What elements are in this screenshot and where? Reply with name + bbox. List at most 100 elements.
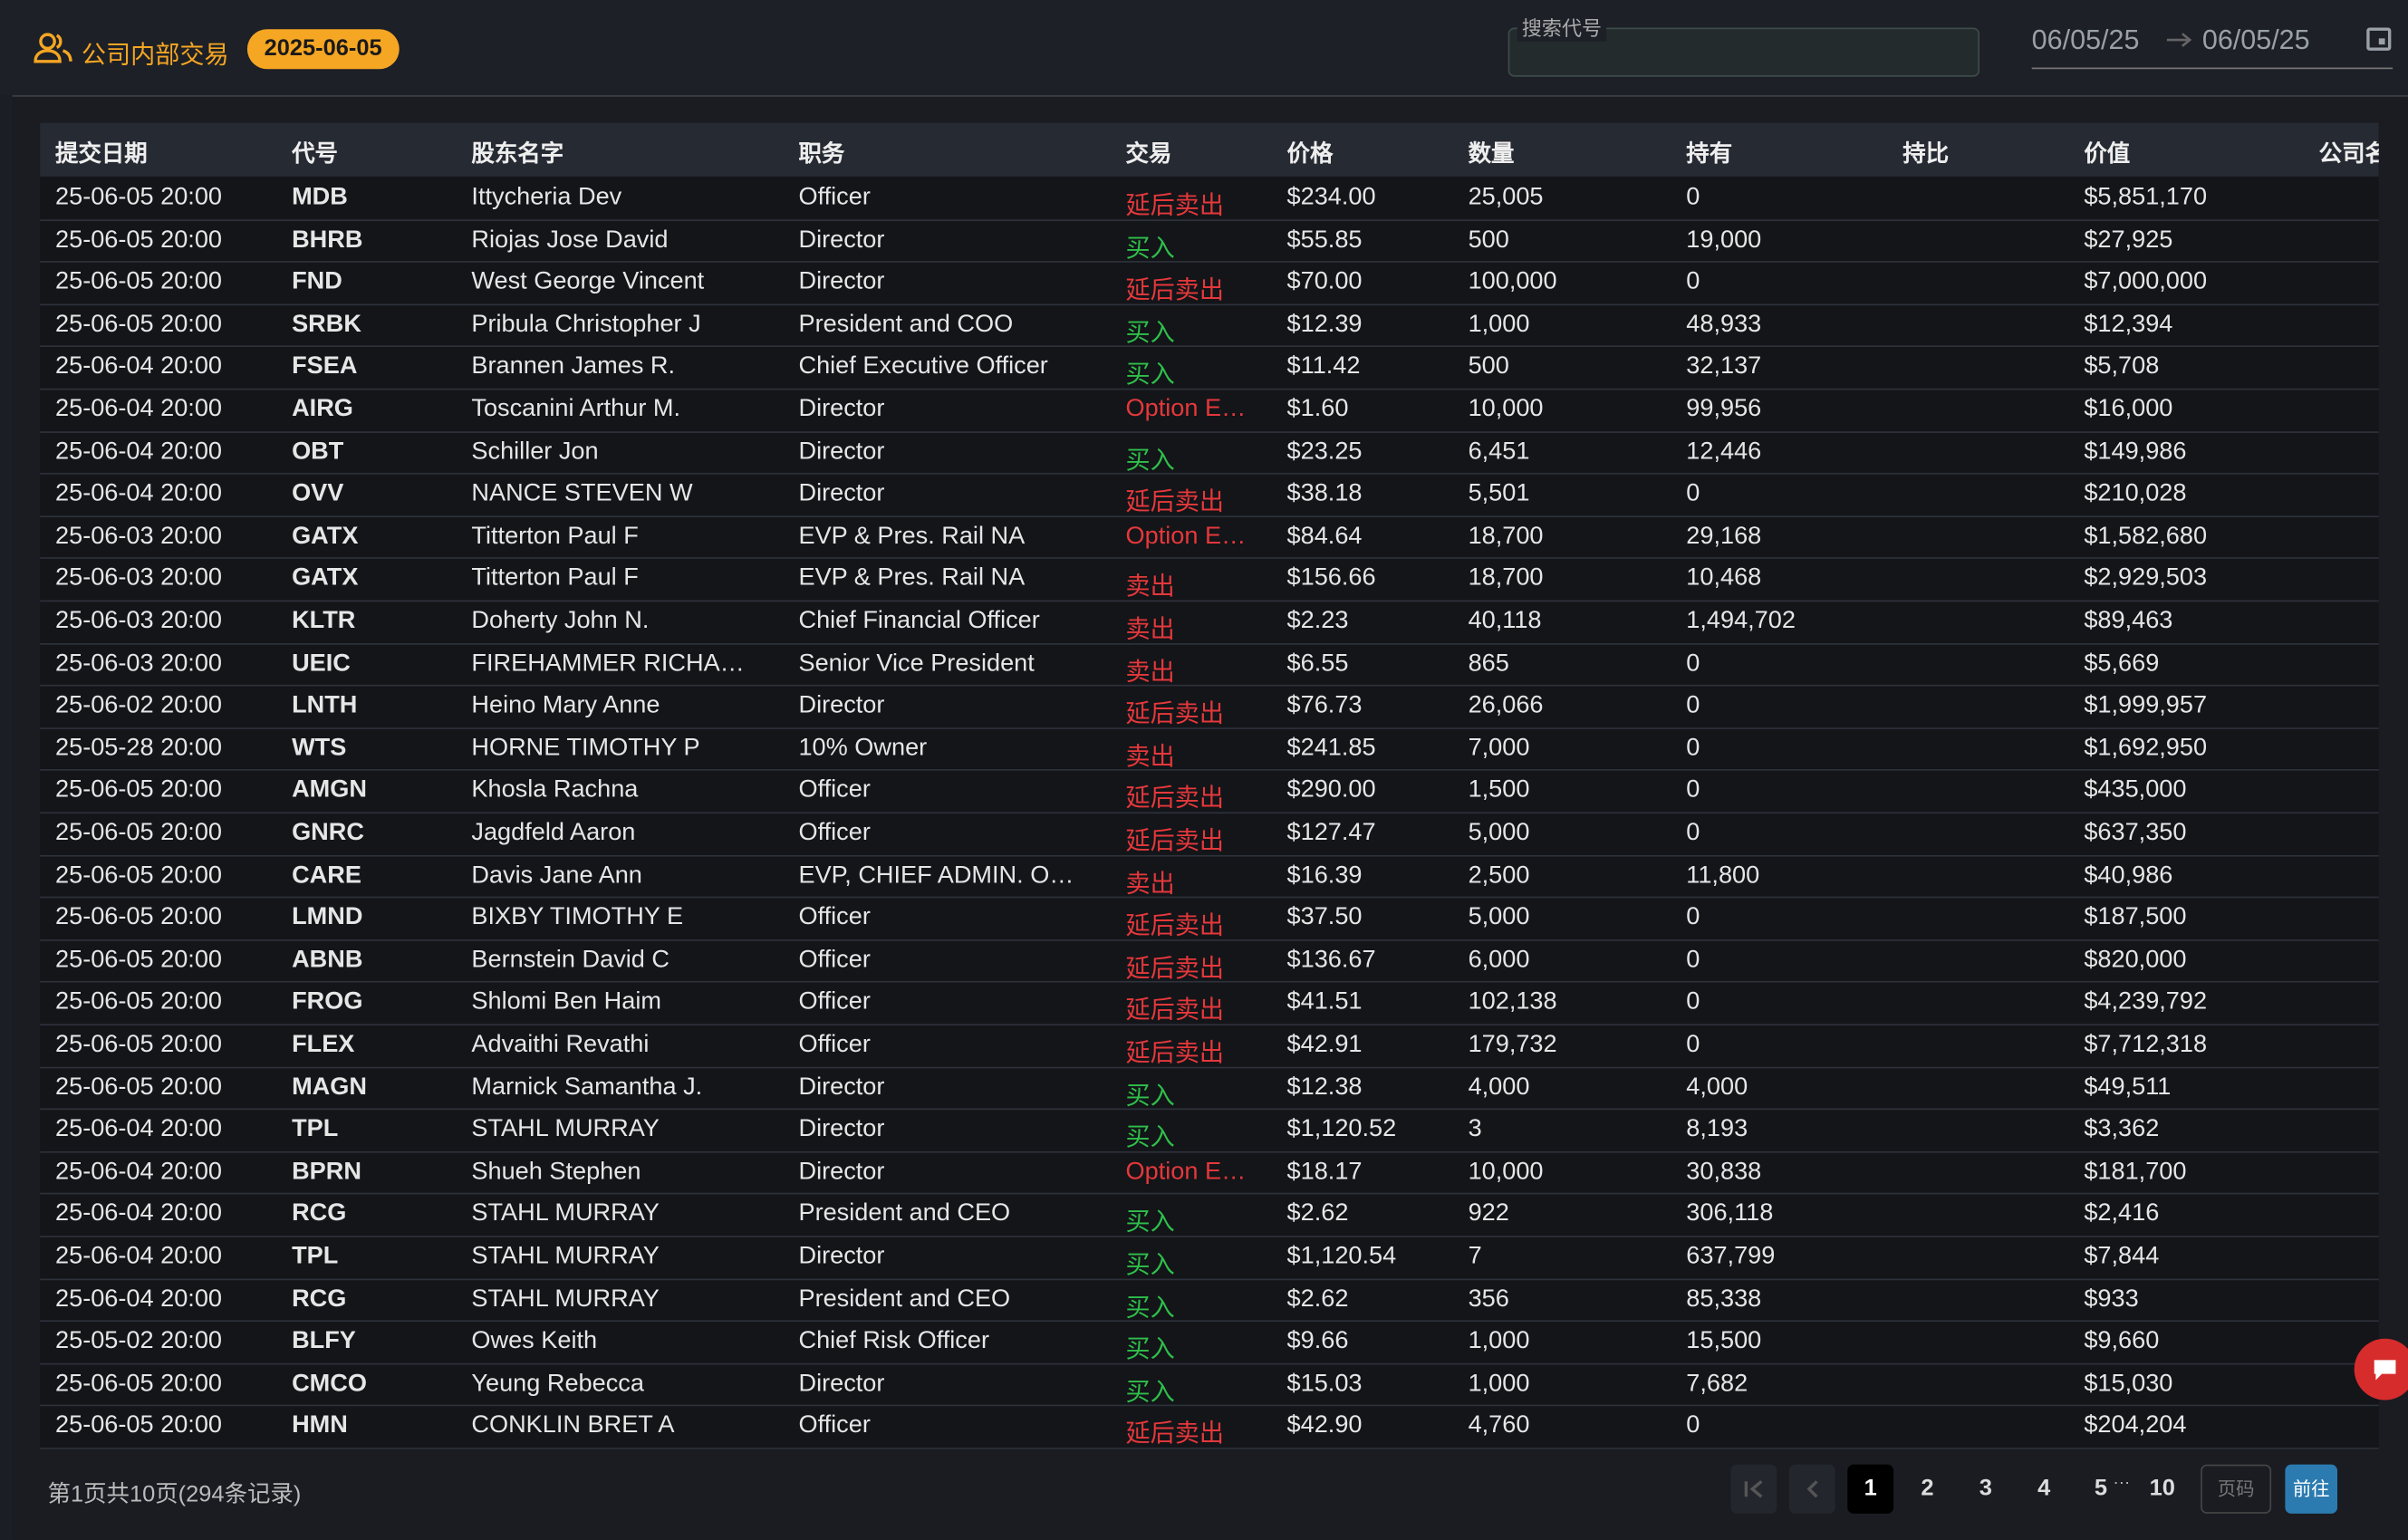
date-cell: 25-06-04 20:00 — [55, 396, 223, 423]
held-cell: 19,000 — [1686, 226, 1762, 253]
name-cell: Owes Keith — [471, 1328, 598, 1354]
date-cell: 25-06-05 20:00 — [55, 1412, 223, 1439]
role-cell: Officer — [798, 904, 871, 931]
go-button[interactable]: 前往 — [2285, 1464, 2338, 1514]
date-start[interactable]: 06/05/25 — [2031, 24, 2140, 56]
qty-cell: 3 — [1468, 1116, 1482, 1143]
held-cell: 15,500 — [1686, 1328, 1762, 1354]
value-cell: $5,669 — [2084, 650, 2160, 677]
table-row[interactable]: 25-06-04 20:00 FSEA Brannen James R. Chief … — [40, 346, 2379, 390]
price-cell: $42.90 — [1286, 1412, 1363, 1439]
qty-cell: 10,000 — [1468, 396, 1544, 423]
table-row[interactable]: 25-06-05 20:00 HMN CONKLIN BRET A Officer 延后… — [40, 1405, 2379, 1449]
table-row[interactable]: 25-06-04 20:00 AIRG Toscanini Arthur M. Dir… — [40, 389, 2379, 433]
page-button[interactable]: 4 — [2037, 1475, 2051, 1502]
first-page[interactable] — [1730, 1464, 1777, 1514]
table-row[interactable]: 25-06-05 20:00 CARE Davis Jane Ann EVP, CHI… — [40, 854, 2379, 899]
ticker-cell: OVV — [292, 480, 344, 507]
name-cell: Heino Mary Anne — [471, 692, 660, 719]
table-row[interactable]: 25-06-05 20:00 LMND BIXBY TIMOTHY E Officer… — [40, 897, 2379, 941]
held-cell: 1,494,702 — [1686, 608, 1796, 634]
trade-cell: 延后卖出 — [1125, 829, 1225, 855]
table-row[interactable]: 25-06-05 20:00 MDB Ittycheria Dev Officer 延后… — [40, 177, 2379, 221]
table-row[interactable]: 25-06-05 20:00 FLEX Advaithi Revathi Office… — [40, 1024, 2379, 1068]
table-row[interactable]: 25-06-04 20:00 BPRN Shueh Stephen Director O… — [40, 1151, 2379, 1196]
table-row[interactable]: 25-06-04 20:00 OBT Schiller Jon Director 买入 $… — [40, 430, 2379, 475]
page-button[interactable]: 10 — [2149, 1475, 2175, 1502]
page-button[interactable]: 1 — [1847, 1464, 1894, 1514]
held-cell: 0 — [1686, 819, 1700, 846]
name-cell: Riojas Jose David — [471, 226, 669, 253]
price-cell: $127.47 — [1286, 819, 1376, 846]
table-row[interactable]: 25-06-05 20:00 MAGN Marnick Samantha J. Dir… — [40, 1066, 2379, 1111]
role-cell: Director — [798, 1370, 885, 1397]
date-cell: 25-06-04 20:00 — [55, 1243, 223, 1270]
table-row[interactable]: 25-06-05 20:00 GNRC Jagdfeld Aaron Officer 延… — [40, 812, 2379, 856]
table-row[interactable]: 25-06-03 20:00 GATX Titterton Paul F EVP & … — [40, 558, 2379, 602]
value-cell: $820,000 — [2084, 947, 2187, 974]
qty-cell: 2,500 — [1468, 861, 1530, 889]
table-row[interactable]: 25-06-04 20:00 TPL STAHL MURRAY Director 买入 $… — [40, 1109, 2379, 1153]
feedback-button[interactable] — [2354, 1338, 2408, 1400]
qty-cell: 179,732 — [1468, 1031, 1557, 1058]
trade-cell: 延后卖出 — [1125, 193, 1225, 220]
calendar-icon[interactable] — [2365, 24, 2394, 53]
qty-cell: 356 — [1468, 1285, 1509, 1313]
table-row[interactable]: 25-06-04 20:00 TPL STAHL MURRAY Director 买入 $… — [40, 1236, 2379, 1280]
table-row[interactable]: 25-06-05 20:00 ABNB Bernstein David C Offic… — [40, 939, 2379, 984]
page-button[interactable]: 3 — [1979, 1475, 1992, 1502]
date-cell: 25-06-02 20:00 — [55, 692, 223, 719]
table-row[interactable]: 25-05-28 20:00 WTS HORNE TIMOTHY P 10% Owne… — [40, 727, 2379, 772]
held-cell: 0 — [1686, 735, 1700, 762]
qty-cell: 26,066 — [1468, 692, 1544, 719]
table-row[interactable]: 25-06-05 20:00 FND West George Vincent Dire… — [40, 261, 2379, 305]
ticker-cell: FND — [292, 268, 342, 295]
role-cell: Chief Risk Officer — [798, 1328, 989, 1354]
table-row[interactable]: 25-06-04 20:00 OVV NANCE STEVEN W Director 延… — [40, 473, 2379, 517]
date-end[interactable]: 06/05/25 — [2201, 24, 2310, 56]
table-row[interactable]: 25-06-05 20:00 AMGN Khosla Rachna Officer 延后… — [40, 770, 2379, 814]
page-button[interactable]: 2 — [1921, 1475, 1934, 1502]
price-cell: $1,120.52 — [1286, 1116, 1397, 1143]
qty-cell: 18,700 — [1468, 565, 1544, 592]
qty-cell: 102,138 — [1468, 988, 1557, 1015]
table-row[interactable]: 25-06-05 20:00 SRBK Pribula Christopher J P… — [40, 303, 2379, 348]
trade-cell: 延后卖出 — [1125, 489, 1225, 516]
page-input[interactable]: 页码 — [2201, 1464, 2272, 1514]
table-row[interactable]: 25-06-05 20:00 CMCO Yeung Rebecca Director 买… — [40, 1362, 2379, 1407]
table-row[interactable]: 25-06-04 20:00 RCG STAHL MURRAY President a… — [40, 1193, 2379, 1237]
name-cell: STAHL MURRAY — [471, 1243, 660, 1270]
date-cell: 25-06-05 20:00 — [55, 1073, 223, 1101]
role-cell: Officer — [798, 1031, 871, 1058]
held-cell: 0 — [1686, 650, 1700, 677]
name-cell: BIXBY TIMOTHY E — [471, 904, 684, 931]
prev-page[interactable] — [1788, 1464, 1835, 1514]
price-cell: $15.03 — [1286, 1370, 1363, 1397]
page-button[interactable]: 5 — [2094, 1475, 2108, 1502]
held-cell: 637,799 — [1686, 1243, 1776, 1270]
table-row[interactable]: 25-06-03 20:00 GATX Titterton Paul F EVP & … — [40, 515, 2379, 560]
table-row[interactable]: 25-06-04 20:00 RCG STAHL MURRAY President a… — [40, 1278, 2379, 1323]
date-underline — [2031, 67, 2394, 70]
table-row[interactable]: 25-06-05 20:00 FROG Shlomi Ben Haim Officer… — [40, 982, 2379, 1025]
table-row[interactable]: 25-06-03 20:00 KLTR Doherty John N. Chief F… — [40, 601, 2379, 645]
value-cell: $1,692,950 — [2084, 735, 2208, 762]
trade-cell: 买入 — [1125, 320, 1175, 347]
value-cell: $637,350 — [2084, 819, 2187, 846]
ticker-cell: HMN — [292, 1412, 348, 1439]
price-cell: $136.67 — [1286, 947, 1376, 974]
role-cell: Officer — [798, 988, 871, 1015]
ticker-cell: GATX — [292, 565, 359, 592]
price-cell: $12.38 — [1286, 1073, 1363, 1101]
role-cell: EVP & Pres. Rail NA — [798, 523, 1026, 550]
table-row[interactable]: 25-06-03 20:00 UEIC FIREHAMMER RICHA… Senio… — [40, 642, 2379, 687]
name-cell: Shlomi Ben Haim — [471, 988, 661, 1015]
price-cell: $156.66 — [1286, 565, 1376, 592]
table-header: 提交日期 代号 股东名字 职务 交易 价格 数量 持有 持比 价值 公司名 — [40, 122, 2379, 177]
role-cell: Director — [798, 1073, 885, 1101]
table-row[interactable]: 25-06-05 20:00 BHRB Riojas Jose David Direc… — [40, 219, 2379, 264]
table-row[interactable]: 25-06-02 20:00 LNTH Heino Mary Anne Directo… — [40, 685, 2379, 729]
value-cell: $149,986 — [2084, 438, 2187, 465]
table-row[interactable]: 25-05-02 20:00 BLFY Owes Keith Chief Risk O… — [40, 1321, 2379, 1365]
